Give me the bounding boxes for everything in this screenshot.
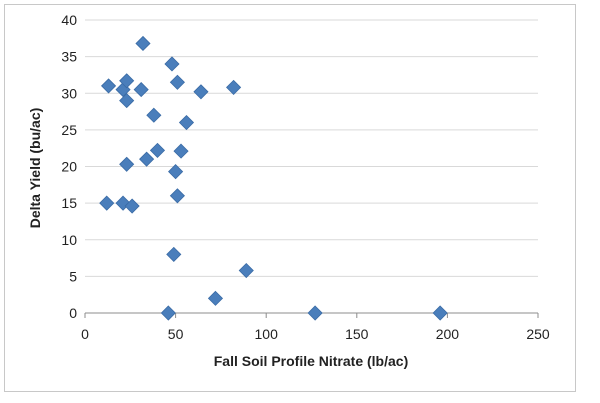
axes: 0 5 10 15 20 25 30 35 40 0 50 100 150 200 250 (61, 12, 549, 342)
data-point (99, 195, 115, 211)
data-point (178, 114, 195, 131)
y-tick-label: 40 (61, 12, 77, 28)
x-tick-label: 250 (526, 326, 550, 342)
gridlines (85, 19, 538, 277)
data-point (226, 79, 242, 95)
data-point (307, 305, 323, 321)
data-point (207, 290, 224, 306)
chart-frame (4, 4, 576, 392)
x-axis-title: Fall Soil Profile Nitrate (lb/ac) (214, 353, 408, 369)
data-point (119, 93, 135, 109)
x-tick-label: 0 (81, 326, 89, 342)
data-point (119, 73, 135, 89)
data-point (169, 74, 185, 90)
data-point (124, 198, 140, 214)
data-point (160, 305, 176, 321)
data-point (139, 151, 155, 167)
y-tick-label: 35 (61, 49, 77, 65)
data-point (146, 107, 162, 123)
x-tick-label: 150 (345, 326, 369, 342)
data-point (193, 84, 209, 100)
x-tick-label: 50 (168, 326, 184, 342)
y-tick-label: 30 (61, 85, 77, 101)
y-tick-label: 25 (61, 122, 77, 138)
data-point (164, 56, 180, 72)
x-tick-label: 100 (255, 326, 279, 342)
data-point (168, 164, 184, 180)
y-axis-title: Delta Yield (bu/ac) (27, 108, 43, 229)
data-point (169, 188, 185, 204)
x-tick-label: 200 (436, 326, 460, 342)
y-tick-label: 10 (61, 232, 77, 248)
data-point (166, 246, 182, 262)
data-point (100, 78, 117, 94)
data-point (173, 143, 189, 159)
y-tick-label: 0 (69, 305, 77, 321)
data-point (432, 305, 448, 321)
y-tick-label: 20 (61, 159, 77, 175)
data-point (149, 142, 166, 158)
y-tick-label: 15 (61, 195, 77, 211)
data-point (238, 262, 254, 279)
data-point (133, 82, 149, 98)
data-point (135, 35, 151, 52)
y-tick-label: 5 (69, 268, 77, 284)
data-point (119, 156, 135, 172)
data-points (99, 35, 448, 321)
